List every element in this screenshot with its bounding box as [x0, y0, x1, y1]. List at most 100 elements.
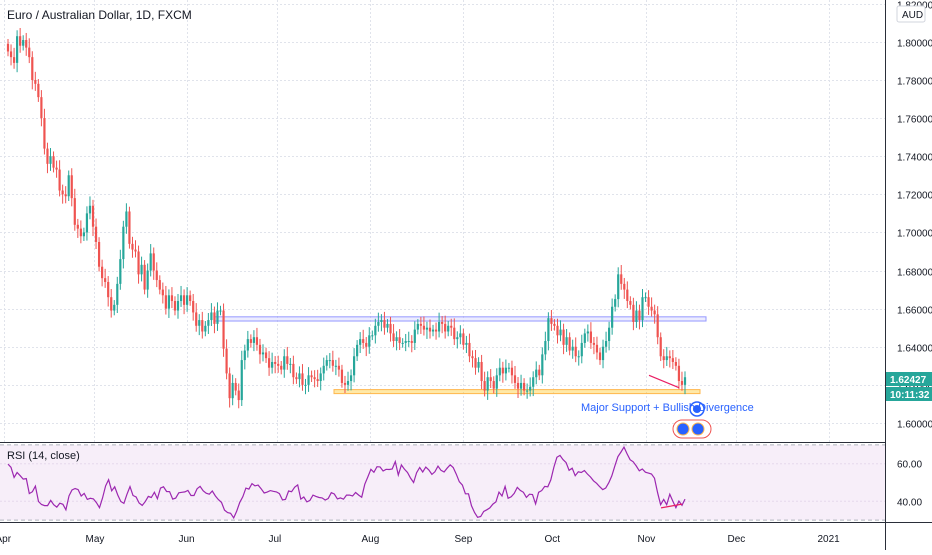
candle [349, 369, 353, 391]
candle [413, 321, 416, 350]
candle-body [280, 365, 283, 370]
candle [395, 331, 398, 351]
candle [274, 356, 277, 374]
candle-body [122, 226, 125, 260]
rsi-line-layer [7, 445, 686, 520]
candle [383, 311, 386, 335]
last-price-tag: 1.62427 10:11:32 [886, 372, 932, 401]
candle-body [510, 367, 514, 376]
resistance-zone[interactable] [213, 316, 707, 322]
rsi-band-layer [0, 444, 885, 521]
currency-badge[interactable] [896, 5, 926, 23]
candle [501, 361, 504, 383]
candle [289, 357, 292, 374]
candle [647, 290, 650, 315]
candle-body [67, 175, 70, 197]
candle-body [504, 367, 507, 374]
price-axis[interactable]: 1.600001.620001.640001.660001.680001.700… [897, 1, 932, 431]
price-tick-label: 1.60000 [897, 420, 932, 431]
idea-avatar-group-icon[interactable] [672, 419, 712, 439]
candle-body [82, 232, 85, 237]
candle [425, 321, 429, 339]
candle-body [447, 325, 450, 332]
support-zone[interactable] [333, 389, 701, 395]
rsi-divergence-line[interactable] [660, 503, 683, 509]
support-annotation: Major Support + Bullish Divergence [581, 402, 754, 414]
candle [6, 39, 10, 57]
candle [94, 218, 98, 250]
idea-avatar-icon[interactable] [689, 401, 705, 417]
candle-body [304, 384, 307, 386]
candle [683, 371, 687, 395]
candle-body [64, 194, 67, 197]
candle-body [283, 356, 286, 370]
candle-body [28, 47, 31, 58]
candle [113, 300, 116, 316]
candle-body [562, 329, 565, 345]
candle-body [261, 352, 265, 355]
candle-body [568, 337, 571, 351]
rsi-pane[interactable] [0, 443, 885, 522]
candle [477, 357, 480, 373]
candle-body [416, 323, 419, 330]
candle-body [492, 381, 495, 389]
candle-body [611, 306, 614, 328]
candle [331, 350, 334, 372]
candle [556, 318, 559, 344]
candle [504, 359, 507, 381]
candle-body [52, 156, 55, 168]
candle-body [101, 266, 104, 279]
candle [562, 323, 565, 355]
price-divergence-line[interactable] [648, 374, 680, 389]
candle [377, 312, 380, 332]
candle-body [340, 369, 344, 383]
candle [213, 306, 216, 334]
candle [541, 347, 544, 384]
candle [186, 287, 189, 312]
candle [40, 90, 43, 127]
candle-body [149, 253, 152, 271]
price-pane[interactable] [0, 0, 885, 442]
candle-body [158, 280, 161, 290]
candle-body [146, 270, 149, 290]
candle [286, 346, 289, 370]
candle-body [37, 83, 40, 98]
candle [626, 281, 629, 309]
candle-body [179, 295, 183, 302]
candle-body [571, 346, 574, 351]
candle-body [343, 382, 347, 385]
candle-body [653, 310, 656, 315]
candle-body [535, 369, 538, 378]
candle-body [680, 381, 684, 385]
candle [604, 331, 608, 353]
candle [340, 364, 344, 388]
candle-body [107, 281, 110, 298]
candle [88, 196, 92, 220]
candle-body [234, 382, 237, 391]
candle-body [249, 339, 252, 343]
candle [453, 318, 456, 346]
candle-body [601, 346, 605, 361]
candle [450, 318, 453, 336]
candle-body [374, 325, 377, 336]
rsi-axis[interactable]: 40.00 60.00 [897, 460, 922, 509]
price-tick-label: 1.66000 [897, 306, 932, 317]
candle [34, 71, 37, 91]
candle-body [547, 318, 550, 342]
time-axis[interactable]: Apr May Jun Jul Aug Sep Oct Nov Dec 2021 [0, 534, 840, 545]
candle [280, 361, 283, 375]
candle-body [70, 175, 73, 199]
candle [410, 335, 413, 353]
candle [231, 374, 234, 406]
candle-body [574, 346, 577, 357]
candle-body [286, 356, 289, 364]
candle [12, 47, 16, 69]
candle [107, 276, 110, 307]
candle-body [419, 323, 422, 326]
candle-body [489, 377, 492, 382]
candle [277, 355, 280, 373]
candle-body [677, 365, 681, 382]
candle [668, 350, 671, 368]
